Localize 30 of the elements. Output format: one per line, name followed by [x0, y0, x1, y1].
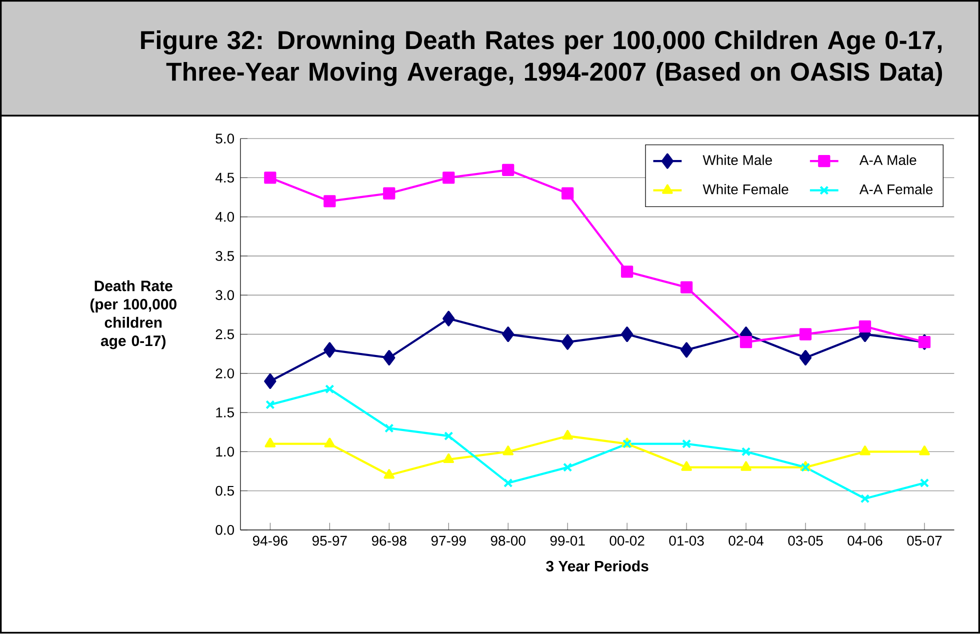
legend-label: White Male: [702, 154, 772, 166]
chart-title: Figure 32: Drowning Death Rates per 100,000 Children Age 0-17, Three-Year Moving Average, 1994-2007 (Based on OASIS Data): [141, 30, 942, 86]
x-tick-label: 96-98: [372, 536, 406, 546]
x-tick-label: 03-05: [788, 536, 823, 546]
y-tick-label: 5.0: [216, 134, 234, 144]
x-tick-label: 02-04: [728, 536, 764, 546]
y-tick-label: 0.0: [216, 525, 234, 536]
x-tick-label: 94-96: [252, 536, 288, 546]
legend-label: A-A Female: [859, 184, 933, 194]
x-tick-label: 05-07: [907, 536, 942, 546]
y-tick-label: 4.0: [215, 212, 234, 222]
legend-label: A-A Male: [859, 154, 916, 166]
y-tick-label: 1.5: [216, 408, 234, 418]
y-tick-label: 2.5: [216, 330, 234, 340]
x-tick-label: 04-06: [848, 536, 882, 546]
x-tick-label: 99-01: [550, 536, 585, 546]
x-tick-label: 98-00: [490, 536, 526, 546]
x-tick-label: 01-03: [669, 536, 704, 546]
y-tick-label: 1.0: [216, 446, 234, 457]
y-tick-label: 0.5: [216, 486, 234, 496]
y-tick-label: 3.5: [216, 251, 234, 262]
legend-label: White Female: [702, 184, 788, 194]
y-tick-label: 3.0: [216, 290, 234, 300]
x-tick-label: 97-99: [431, 536, 466, 546]
x-tick-label: 00-02: [610, 536, 644, 546]
y-axis-title: Death Rate (per 100,000 children age 0-17): [90, 280, 176, 350]
y-tick-label: 4.5: [215, 173, 234, 183]
y-tick-label: 2.0: [216, 368, 234, 379]
x-tick-label: 95-97: [312, 536, 347, 546]
x-axis-title: 3 Year Periods: [546, 560, 648, 572]
